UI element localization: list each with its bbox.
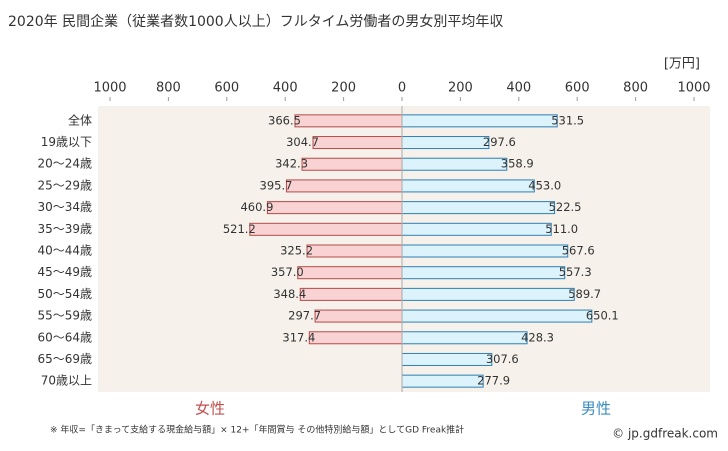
value-label: 297.7 — [288, 309, 321, 323]
value-label: 460.9 — [240, 200, 273, 214]
x-tick-label: 1000 — [677, 81, 710, 96]
bar — [401, 244, 569, 258]
bar — [266, 201, 403, 215]
bar — [301, 157, 403, 171]
value-label: 395.7 — [260, 178, 293, 192]
bar — [401, 331, 528, 345]
value-label: 358.9 — [501, 157, 534, 171]
legend-label: 女性 — [195, 400, 225, 418]
bar — [285, 179, 403, 193]
bar — [401, 222, 552, 236]
y-tick-label: 25〜29歳 — [37, 178, 92, 192]
x-tick-label: 200 — [331, 81, 356, 96]
footnote: ※ 年収=「きまって支給する現金給与額」× 12+「年間賞与 その他特別給与額」… — [50, 424, 464, 436]
y-tick-label: 20〜24歳 — [37, 157, 92, 171]
x-tick-label: 1000 — [93, 81, 126, 96]
x-tick-label: 400 — [273, 81, 298, 96]
value-label: 297.6 — [483, 135, 516, 149]
bar — [401, 266, 566, 280]
y-tick-label: 60〜64歳 — [37, 330, 92, 344]
y-tick-label: 65〜69歳 — [37, 352, 92, 366]
value-label: 366.5 — [268, 113, 301, 127]
value-label: 521.2 — [223, 222, 256, 236]
y-tick-label: 45〜49歳 — [37, 265, 92, 279]
x-tick-label: 600 — [565, 81, 590, 96]
x-tick-label: 400 — [506, 81, 531, 96]
bar — [294, 114, 403, 128]
value-label: 557.3 — [559, 265, 592, 279]
bar — [312, 136, 403, 150]
bar — [401, 309, 593, 323]
y-tick-label: 50〜54歳 — [37, 287, 92, 301]
source: © jp.gdfreak.com — [612, 427, 718, 441]
value-label: 511.0 — [545, 222, 578, 236]
value-label: 348.4 — [273, 287, 306, 301]
bar — [314, 309, 403, 323]
bar — [401, 201, 556, 215]
y-tick-label: 40〜44歳 — [37, 244, 92, 258]
y-tick-label: 30〜34歳 — [37, 200, 92, 214]
legend-label: 男性 — [581, 400, 611, 418]
value-label: 428.3 — [521, 330, 554, 344]
bar — [401, 114, 558, 128]
value-label: 304.7 — [286, 135, 319, 149]
bar — [401, 374, 484, 388]
bar — [401, 179, 535, 193]
x-tick-label: 200 — [448, 81, 473, 96]
bar — [401, 352, 493, 366]
value-label: 589.7 — [568, 287, 601, 301]
value-label: 342.3 — [275, 157, 308, 171]
value-label: 277.9 — [477, 374, 510, 388]
value-label: 531.5 — [551, 113, 584, 127]
value-label: 307.6 — [486, 352, 519, 366]
bar — [401, 136, 490, 150]
value-label: 567.6 — [562, 244, 595, 258]
bar — [401, 287, 575, 301]
x-tick-label: 0 — [398, 81, 406, 96]
y-tick-label: 55〜59歳 — [37, 309, 92, 323]
bar — [249, 222, 403, 236]
bar — [308, 331, 403, 345]
x-tick-label: 600 — [214, 81, 239, 96]
x-tick-label: 800 — [623, 81, 648, 96]
value-label: 522.5 — [549, 200, 582, 214]
bar — [306, 244, 403, 258]
x-tick-label: 800 — [156, 81, 181, 96]
bar — [299, 287, 403, 301]
unit-label: [万円] — [664, 57, 700, 72]
y-tick-label: 70歳以上 — [41, 374, 92, 388]
y-tick-label: 35〜39歳 — [37, 222, 92, 236]
value-label: 453.0 — [528, 178, 561, 192]
value-label: 357.0 — [271, 265, 304, 279]
bar — [297, 266, 403, 280]
y-tick-label: 全体 — [68, 112, 92, 127]
bar — [401, 157, 508, 171]
value-label: 325.2 — [280, 244, 313, 258]
y-tick-label: 19歳以下 — [41, 135, 92, 149]
value-label: 650.1 — [586, 309, 619, 323]
value-label: 317.4 — [282, 330, 315, 344]
chart-title: 2020年 民間企業（従業者数1000人以上）フルタイム労働者の男女別平均年収 — [8, 13, 503, 30]
